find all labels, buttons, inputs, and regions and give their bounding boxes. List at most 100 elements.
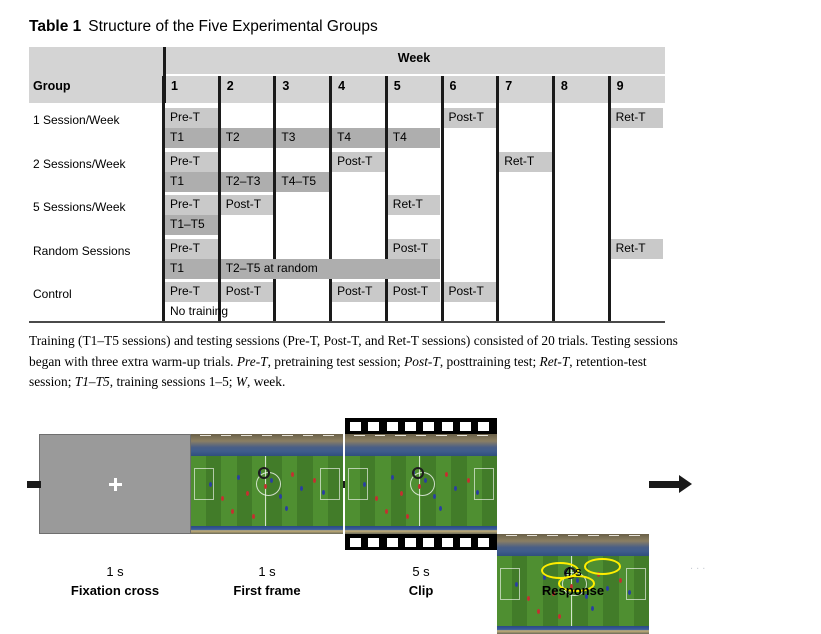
- week-column-tick: [384, 76, 388, 103]
- stadium-crowd: [345, 434, 497, 456]
- panel-clip[interactable]: [345, 434, 497, 534]
- group-label-3: Random Sessions: [33, 243, 131, 258]
- panel-first-frame[interactable]: [191, 434, 343, 534]
- crowd-detail: [282, 434, 293, 437]
- player-marker: [245, 491, 249, 496]
- testing-session-cell: Ret-T: [387, 195, 441, 216]
- film-sprocket-hole: [386, 538, 398, 547]
- training-session-cell: T2–T3: [220, 171, 274, 192]
- player-marker: [375, 496, 379, 501]
- film-sprocket-hole: [368, 538, 380, 547]
- film-sprocket-hole: [386, 422, 398, 431]
- crowd-detail: [261, 434, 273, 437]
- crowd-detail: [395, 434, 406, 437]
- testing-session-cell: Ret-T: [499, 151, 552, 172]
- fixation-cross-icon: [109, 478, 122, 491]
- panel-caption-fixation-cross: 1 s Fixation cross: [39, 562, 191, 600]
- week-column-divider: [496, 103, 500, 321]
- player-marker: [536, 609, 540, 614]
- penalty-box: [194, 468, 215, 500]
- table-footnote: Training (T1–T5 sessions) and testing se…: [29, 331, 689, 393]
- player-marker: [270, 478, 274, 483]
- testing-session-cell: Post-T: [443, 282, 497, 303]
- pitch-stripe: [221, 456, 237, 528]
- player-marker: [384, 509, 388, 514]
- film-sprocket-hole: [404, 538, 416, 547]
- panel-duration: 1 s: [106, 564, 124, 579]
- crowd-detail: [302, 434, 314, 437]
- panel-duration: 4 s: [564, 564, 582, 579]
- panel-duration: 1 s: [258, 564, 276, 579]
- crowd-detail: [436, 434, 447, 437]
- film-sprocket-hole: [478, 538, 490, 547]
- panel-fixation-cross[interactable]: [39, 434, 191, 534]
- week-number-1: 1: [171, 79, 178, 93]
- training-session-cell: T1–T5: [165, 215, 218, 236]
- testing-session-cell: Post-T: [220, 282, 274, 303]
- week-number-7: 7: [505, 79, 513, 93]
- ball-ring: [411, 467, 424, 479]
- table-body: 1 Session/Week Pre-T Post-T Ret-T T1 T2 T3 T4 T4…: [29, 103, 665, 321]
- pitch-stripe: [282, 456, 298, 528]
- column-header-group: Group: [33, 79, 71, 93]
- crowd-detail: [506, 534, 517, 537]
- testing-session-cell: Ret-T: [610, 108, 664, 128]
- training-session-cell: T3: [276, 128, 330, 148]
- panel-caption-first-frame: 1 s First frame: [191, 562, 343, 600]
- film-sprocket-hole: [441, 422, 453, 431]
- week-column-divider: [329, 103, 333, 321]
- stadium-crowd: [497, 534, 649, 556]
- footnote-line-1: Training (T1–T5 sessions) and testing se…: [29, 333, 589, 348]
- footnote-line-2a: Testing sessions began with three extra …: [29, 333, 678, 369]
- training-session-cell: T1: [165, 258, 218, 279]
- pitch-perimeter: [191, 526, 343, 534]
- player-marker: [542, 575, 546, 580]
- flow-connector: [649, 481, 679, 488]
- footnote-term-ret-t: Ret-T: [539, 353, 570, 369]
- testing-session-cell: Post-T: [220, 195, 274, 216]
- week-number-4: 4: [338, 79, 346, 93]
- player-marker: [405, 514, 409, 519]
- footnote-line-3b: , retention-test session;: [29, 353, 647, 390]
- footnote-term-w: W: [235, 374, 247, 389]
- crowd-detail: [608, 534, 620, 537]
- crowd-detail: [456, 434, 468, 437]
- group-label-4: Control: [33, 287, 72, 302]
- crowd-detail: [567, 534, 579, 537]
- player-marker: [433, 494, 437, 499]
- column-header-week: Week: [397, 51, 431, 65]
- footnote-line-3d: , week.: [247, 374, 286, 389]
- film-sprocket-hole: [423, 422, 435, 431]
- pitch-stripe: [390, 456, 406, 528]
- training-session-cell: T4: [387, 128, 441, 148]
- player-marker: [454, 486, 458, 491]
- film-sprocket-hole: [423, 538, 435, 547]
- table-number: Table 1: [29, 18, 82, 35]
- week-column-tick: [551, 76, 555, 103]
- pitch-perimeter: [345, 526, 497, 534]
- crowd-detail: [477, 434, 488, 437]
- pitch-stripe: [375, 456, 391, 528]
- testing-session-cell: Post-T: [332, 151, 385, 172]
- week-column-tick: [217, 76, 221, 103]
- player-marker: [445, 472, 449, 477]
- panel-duration: 5 s: [412, 564, 430, 579]
- player-marker: [312, 478, 316, 483]
- header-group-week-separator: [163, 47, 166, 103]
- week-column-tick: [329, 76, 333, 103]
- crowd-detail: [588, 534, 599, 537]
- player-marker: [236, 475, 240, 480]
- crowd-detail: [323, 434, 334, 437]
- week-number-5: 5: [393, 79, 401, 93]
- week-column-tick: [496, 76, 500, 103]
- player-marker: [291, 472, 295, 477]
- player-marker: [221, 496, 225, 501]
- week-column-tick: [273, 76, 277, 103]
- film-sprocket-hole: [478, 422, 490, 431]
- player-marker: [390, 475, 394, 480]
- player-marker: [209, 482, 213, 487]
- testing-session-cell: Pre-T: [165, 238, 218, 259]
- training-session-cell: T1: [165, 128, 218, 148]
- player-marker: [399, 491, 403, 496]
- week-column-divider: [440, 103, 444, 321]
